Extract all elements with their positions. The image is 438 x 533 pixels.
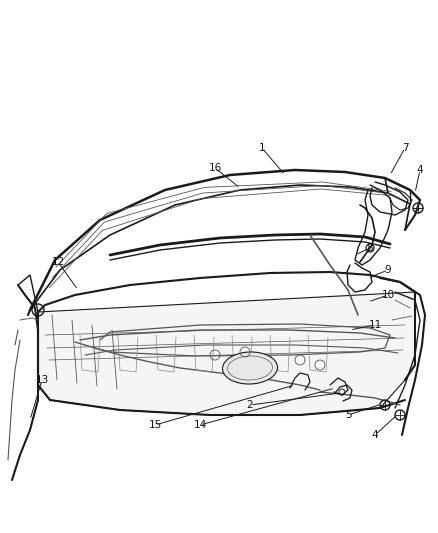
Ellipse shape	[223, 352, 278, 384]
Text: 14: 14	[193, 420, 207, 430]
Text: 2: 2	[247, 400, 253, 410]
Text: 8: 8	[367, 243, 373, 253]
Text: 16: 16	[208, 163, 222, 173]
Text: 4: 4	[372, 430, 378, 440]
Text: 1: 1	[259, 143, 265, 153]
Polygon shape	[38, 292, 415, 415]
Text: 13: 13	[35, 375, 49, 385]
Text: 10: 10	[381, 290, 395, 300]
Text: 15: 15	[148, 420, 162, 430]
Text: 9: 9	[385, 265, 391, 275]
Text: 12: 12	[51, 257, 65, 267]
Text: 11: 11	[368, 320, 381, 330]
Text: 7: 7	[402, 143, 408, 153]
Text: 4: 4	[417, 165, 423, 175]
Text: 5: 5	[345, 410, 351, 420]
